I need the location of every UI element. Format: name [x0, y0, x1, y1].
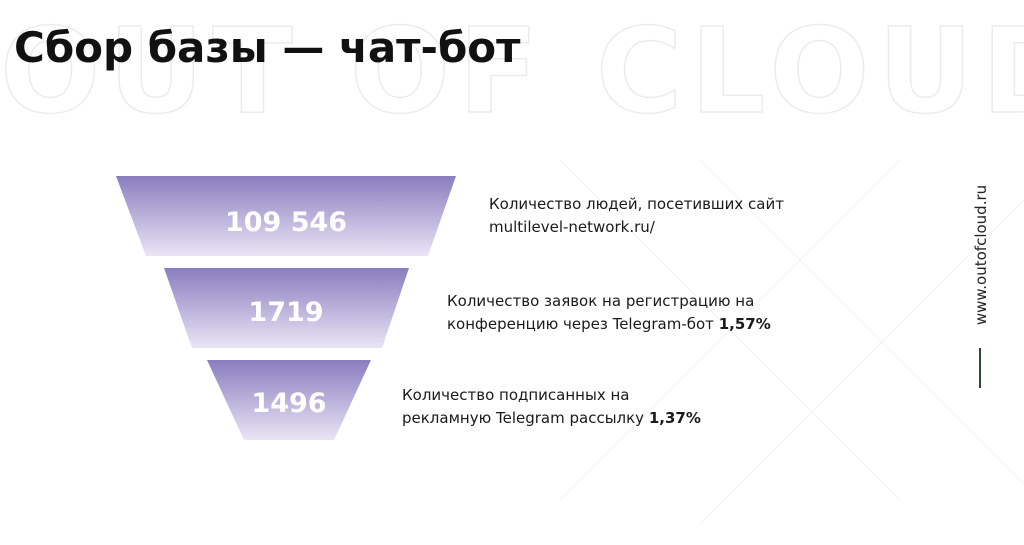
funnel-description: Количество людей, посетивших сайт multil…	[489, 193, 784, 239]
funnel-description: Количество заявок на регистрацию на конф…	[447, 290, 771, 336]
title: Сбор базы — чат-бот	[14, 23, 521, 72]
funnel-value: 1496	[251, 388, 326, 419]
desc-percent: 1,57%	[718, 315, 771, 333]
funnel-level	[164, 268, 409, 348]
desc-line: конференцию через Telegram-бот 1,57%	[447, 313, 771, 336]
watermark: OUT OF CLOUD	[0, 2, 1024, 140]
funnel-value: 1719	[248, 297, 323, 328]
desc-text: конференцию через Telegram-бот	[447, 315, 714, 333]
funnel-description: Количество подписанных на рекламную Tele…	[402, 384, 701, 430]
side-url: www.outofcloud.ru	[972, 185, 990, 325]
desc-line: multilevel-network.ru/	[489, 218, 655, 236]
desc-line: Количество подписанных на	[402, 386, 630, 404]
desc-text: рекламную Telegram рассылку	[402, 409, 645, 427]
desc-line: Количество заявок на регистрацию на	[447, 292, 755, 310]
background-lines	[559, 159, 1024, 525]
desc-percent: 1,37%	[648, 409, 701, 427]
desc-line: Количество людей, посетивших сайт	[489, 195, 784, 213]
desc-line: рекламную Telegram рассылку 1,37%	[402, 407, 701, 430]
funnel-level	[116, 176, 456, 256]
funnel-value: 109 546	[225, 207, 347, 238]
funnel-level	[207, 360, 371, 440]
